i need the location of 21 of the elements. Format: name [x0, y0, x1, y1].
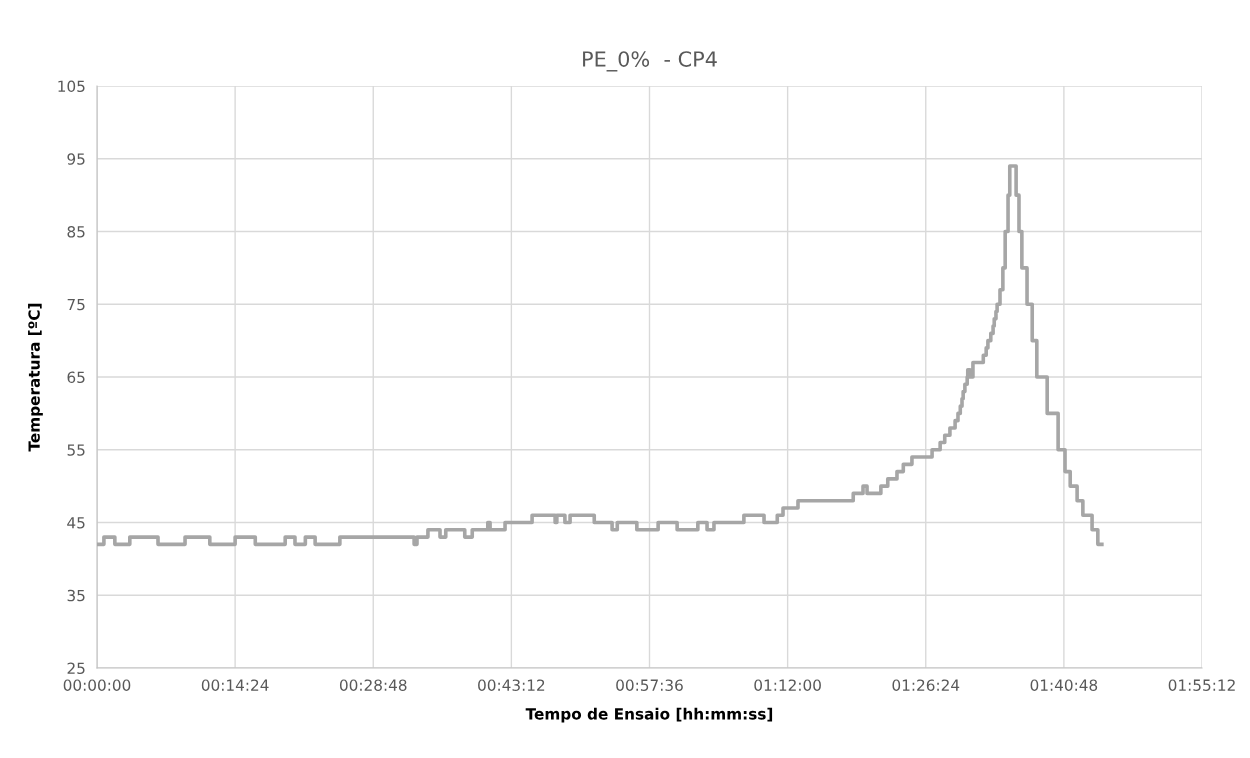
x-tick-label: 01:55:12: [1168, 679, 1235, 691]
chart-title: PE_0% - CP4: [583, 51, 717, 72]
y-tick-label: 65: [67, 371, 85, 384]
x-axis-title: Tempo de Ensaio [hh:mm:ss]: [525, 707, 773, 723]
x-tick-label: 01:40:48: [1030, 679, 1098, 691]
y-tick-label: 105: [58, 80, 85, 93]
y-tick-label: 45: [67, 517, 85, 529]
y-tick-label: 35: [67, 589, 85, 602]
y-axis-title: Temperatura [ºC]: [28, 303, 43, 452]
y-tick-label: 85: [67, 226, 85, 238]
x-tick-label: 01:12:00: [754, 679, 821, 691]
x-tick-label: 01:26:24: [892, 679, 960, 691]
y-tick-label: 25: [67, 662, 85, 675]
x-tick-label: 00:00:00: [63, 679, 131, 691]
x-tick-label: 00:28:48: [339, 679, 407, 691]
y-tick-label: 75: [67, 298, 85, 311]
x-tick-label: 00:14:24: [201, 679, 269, 691]
x-tick-label: 00:57:36: [616, 679, 683, 691]
y-tick-label: 95: [67, 153, 85, 165]
x-tick-label: 00:43:12: [478, 679, 545, 691]
y-tick-label: 55: [67, 444, 85, 456]
